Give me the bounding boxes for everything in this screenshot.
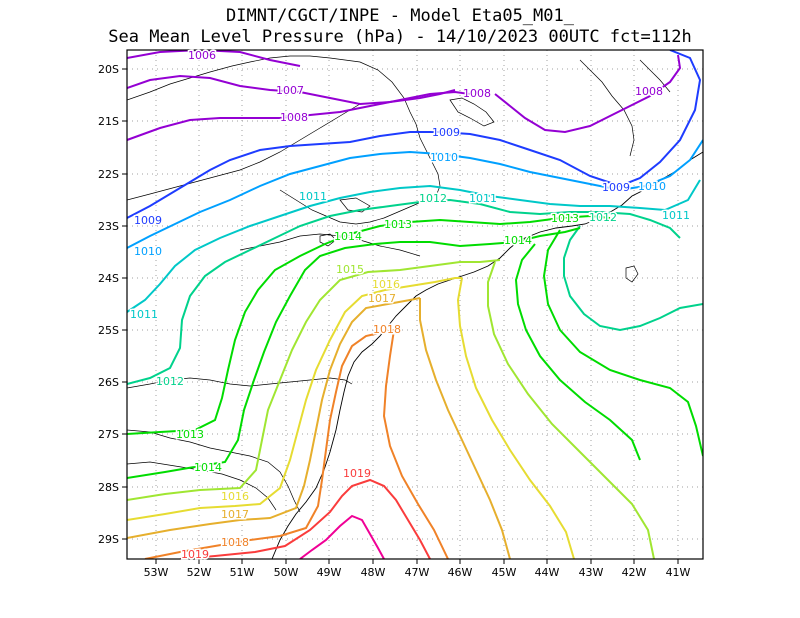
contour-label: 1012 <box>419 192 447 205</box>
contour-label: 1010 <box>638 180 666 193</box>
isobar-1013-sea <box>542 229 703 457</box>
contour-label: 1011 <box>662 209 690 222</box>
lon-label: 41W <box>666 566 691 579</box>
isobar-1014 <box>127 227 581 479</box>
isobar-1011 <box>127 179 701 313</box>
lon-label: 52W <box>187 566 212 579</box>
map-frame-bg <box>127 50 703 559</box>
contour-label: 1008 <box>280 111 308 124</box>
isobar-1015 <box>127 259 501 501</box>
isobar-1015-sea <box>487 261 655 559</box>
chart-title-line2: Sea Mean Level Pressure (hPa) - 14/10/20… <box>108 27 692 47</box>
isobar-1018 <box>144 329 395 559</box>
contour-label: 1010 <box>134 245 162 258</box>
contour-label: 1013 <box>176 428 204 441</box>
lon-label: 49W <box>317 566 342 579</box>
lon-label: 50W <box>274 566 299 579</box>
isobars <box>127 50 703 559</box>
contour-label: 1011 <box>299 190 327 203</box>
isobar-1010 <box>127 139 703 249</box>
contour-label: 1011 <box>130 308 158 321</box>
lat-label: 28S <box>98 481 119 494</box>
contour-label: 1009 <box>602 181 630 194</box>
isobar-1008-east <box>494 54 682 134</box>
contour-label: 1006 <box>188 49 216 62</box>
contour-label: 1009 <box>134 214 162 227</box>
lat-label: 25S <box>98 324 119 337</box>
lat-label: 24S <box>98 272 119 285</box>
lat-labels: 20S 21S 22S 23S 24S 25S 26S 27S 28S 29S <box>98 63 119 546</box>
lon-label: 45W <box>492 566 517 579</box>
isobar-1016 <box>127 277 462 521</box>
contour-labels: 1006 1007 1008 1008 1008 1009 1009 1009 … <box>129 48 692 563</box>
graticule <box>127 50 703 559</box>
contour-label: 1011 <box>469 192 497 205</box>
contour-label: 1014 <box>334 230 362 243</box>
axis-ticks <box>122 68 679 564</box>
contour-label: 1012 <box>589 211 617 224</box>
contour-label: 1012 <box>156 375 184 388</box>
contour-label: 1008 <box>463 87 491 100</box>
contour-label: 1019 <box>181 548 209 561</box>
isobar-1019 <box>179 478 431 559</box>
isobar-1017 <box>127 297 421 539</box>
contour-label: 1015 <box>336 263 364 276</box>
contour-label: 1010 <box>430 151 458 164</box>
lon-labels: 53W 52W 51W 50W 49W 48W 47W 46W 45W 44W … <box>144 566 691 579</box>
lon-label: 43W <box>579 566 604 579</box>
isobar-1012-bay <box>563 225 703 332</box>
contour-label: 1007 <box>276 84 304 97</box>
contour-label: 1008 <box>635 85 663 98</box>
isobar-1018-sea <box>382 329 449 559</box>
isobar-1009 <box>127 50 702 219</box>
chart-title-line1: DIMNT/CGCT/INPE - Model Eta05_M01_ <box>226 6 574 26</box>
isobar-1017-sea <box>419 298 511 559</box>
contour-label: 1018 <box>221 536 249 549</box>
lat-label: 23S <box>98 220 119 233</box>
isobar-1012 <box>127 198 681 385</box>
isobar-1014-sea <box>514 243 641 461</box>
contour-label: 1013 <box>384 218 412 231</box>
contour-label: 1018 <box>373 323 401 336</box>
isobar-1006 <box>127 50 301 67</box>
lat-label: 29S <box>98 533 119 546</box>
lon-label: 53W <box>144 566 169 579</box>
contour-label: 1013 <box>551 212 579 225</box>
isobar-1008-west <box>127 90 471 141</box>
lon-label: 46W <box>448 566 473 579</box>
map-frame <box>126 49 704 560</box>
coastline <box>271 151 703 559</box>
lat-label: 27S <box>98 428 119 441</box>
lat-label: 26S <box>98 376 119 389</box>
contour-label: 1017 <box>221 508 249 521</box>
contour-label: 1016 <box>372 278 400 291</box>
contour-label: 1014 <box>194 461 222 474</box>
contour-label: 1014 <box>504 234 532 247</box>
lat-label: 20S <box>98 63 119 76</box>
lon-label: 42W <box>622 566 647 579</box>
contour-label: 1019 <box>343 467 371 480</box>
contour-label: 1016 <box>221 490 249 503</box>
lon-label: 47W <box>405 566 430 579</box>
isobar-1020 <box>299 514 385 559</box>
isobar-1007 <box>127 74 456 106</box>
lon-label: 51W <box>230 566 255 579</box>
lat-label: 21S <box>98 115 119 128</box>
contour-label: 1017 <box>368 292 396 305</box>
isobar-1013 <box>127 214 611 435</box>
lat-label: 22S <box>98 168 119 181</box>
isobar-1016-sea <box>456 277 575 559</box>
contour-label: 1009 <box>432 126 460 139</box>
state-borders <box>127 55 671 513</box>
lon-label: 44W <box>535 566 560 579</box>
lon-label: 48W <box>361 566 386 579</box>
